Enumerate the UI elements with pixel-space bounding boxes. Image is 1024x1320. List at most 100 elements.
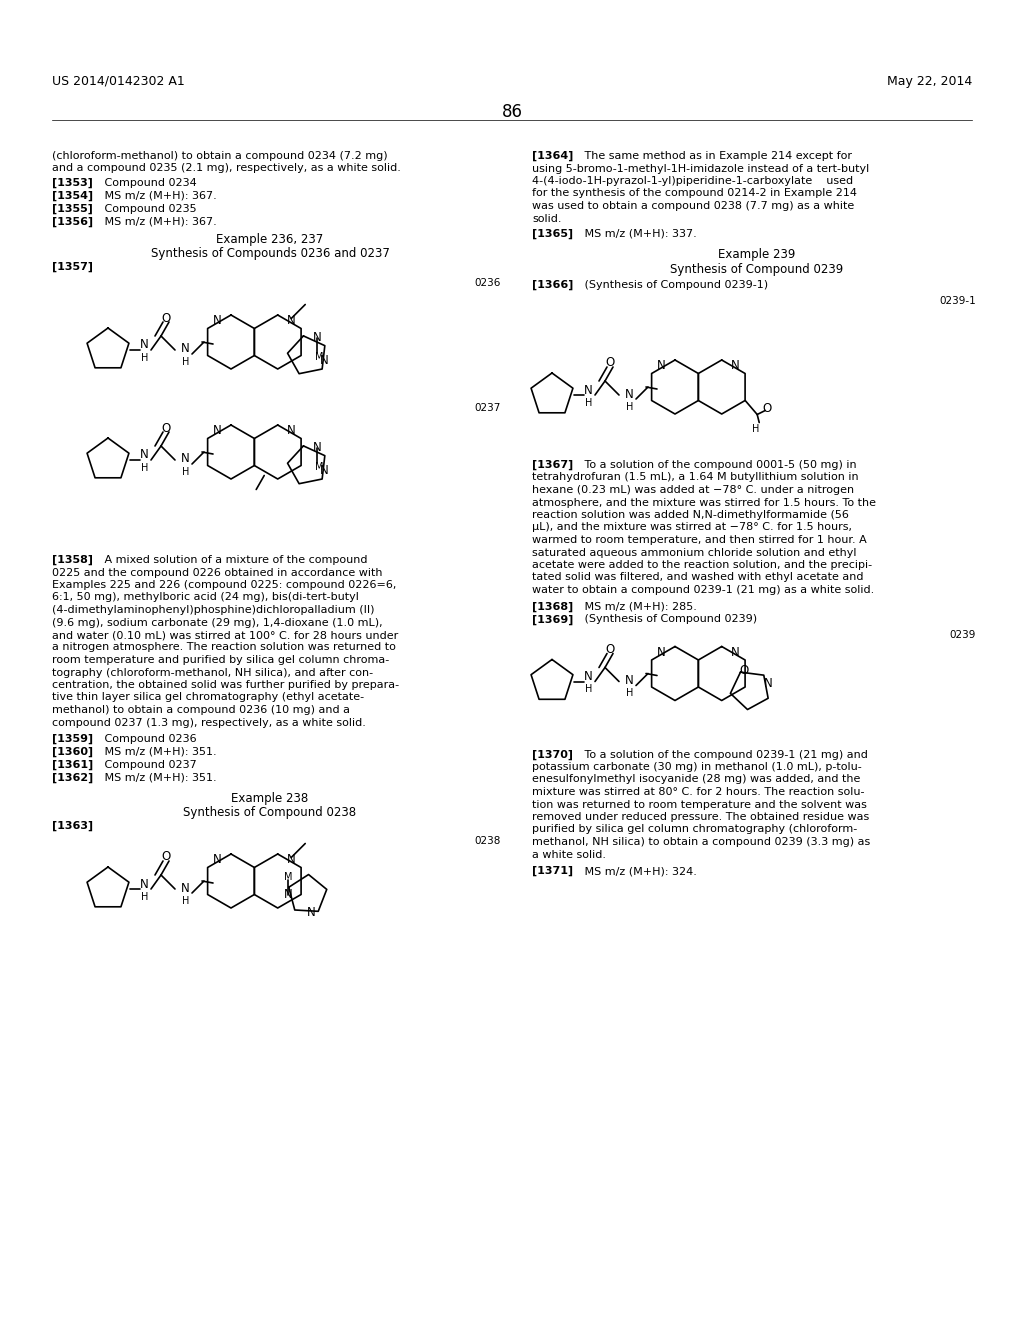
Text: for the synthesis of the compound 0214-2 in Example 214: for the synthesis of the compound 0214-2… (532, 189, 857, 198)
Text: Synthesis of Compounds 0236 and 0237: Synthesis of Compounds 0236 and 0237 (151, 247, 389, 260)
Text: purified by silica gel column chromatography (chloroform-: purified by silica gel column chromatogr… (532, 825, 857, 834)
Text: N: N (213, 424, 222, 437)
Text: H: H (182, 896, 189, 906)
Text: [1360]: [1360] (52, 747, 93, 758)
Text: N: N (764, 677, 772, 690)
Text: atmosphere, and the mixture was stirred for 1.5 hours. To the: atmosphere, and the mixture was stirred … (532, 498, 876, 507)
Text: N: N (657, 359, 666, 372)
Text: Compound 0235: Compound 0235 (94, 205, 197, 214)
Text: and water (0.10 mL) was stirred at 100° C. for 28 hours under: and water (0.10 mL) was stirred at 100° … (52, 630, 398, 640)
Text: H: H (141, 463, 148, 473)
Text: The same method as in Example 214 except for: The same method as in Example 214 except… (574, 150, 852, 161)
Text: 0225 and the compound 0226 obtained in accordance with: 0225 and the compound 0226 obtained in a… (52, 568, 383, 578)
Text: N: N (284, 888, 293, 902)
Text: [1354]: [1354] (52, 191, 93, 201)
Text: tated solid was filtered, and washed with ethyl acetate and: tated solid was filtered, and washed wit… (532, 573, 863, 582)
Text: 0236: 0236 (474, 279, 501, 288)
Text: water to obtain a compound 0239-1 (21 mg) as a white solid.: water to obtain a compound 0239-1 (21 mg… (532, 585, 874, 595)
Text: solid.: solid. (532, 214, 561, 223)
Text: H: H (586, 399, 593, 408)
Text: [1367]: [1367] (532, 459, 573, 470)
Text: MS m/z (M+H): 351.: MS m/z (M+H): 351. (94, 774, 217, 783)
Text: Examples 225 and 226 (compound 0225: compound 0226=6,: Examples 225 and 226 (compound 0225: com… (52, 579, 396, 590)
Text: N: N (213, 314, 222, 327)
Text: [1359]: [1359] (52, 734, 93, 744)
Text: using 5-bromo-1-methyl-1H-imidazole instead of a tert-butyl: using 5-bromo-1-methyl-1H-imidazole inst… (532, 164, 869, 173)
Text: removed under reduced pressure. The obtained residue was: removed under reduced pressure. The obta… (532, 812, 869, 822)
Text: O: O (162, 312, 171, 325)
Text: O: O (739, 664, 749, 677)
Text: [1356]: [1356] (52, 216, 93, 227)
Text: N: N (731, 645, 739, 659)
Text: N: N (321, 354, 329, 367)
Text: acetate were added to the reaction solution, and the precipi-: acetate were added to the reaction solut… (532, 560, 872, 570)
Text: N: N (584, 384, 593, 396)
Text: tography (chloroform-methanol, NH silica), and after con-: tography (chloroform-methanol, NH silica… (52, 668, 373, 677)
Text: [1362]: [1362] (52, 774, 93, 783)
Text: H: H (586, 685, 593, 694)
Text: [1353]: [1353] (52, 178, 93, 189)
Text: 0237: 0237 (474, 403, 501, 413)
Text: O: O (605, 643, 614, 656)
Text: N: N (181, 342, 189, 355)
Text: US 2014/0142302 A1: US 2014/0142302 A1 (52, 75, 184, 88)
Text: N: N (140, 338, 148, 351)
Text: [1370]: [1370] (532, 750, 573, 760)
Text: N: N (287, 853, 296, 866)
Text: MS m/z (M+H): 367.: MS m/z (M+H): 367. (94, 216, 217, 227)
Text: warmed to room temperature, and then stirred for 1 hour. A: warmed to room temperature, and then sti… (532, 535, 866, 545)
Text: (chloroform-methanol) to obtain a compound 0234 (7.2 mg): (chloroform-methanol) to obtain a compou… (52, 150, 388, 161)
Text: Synthesis of Compound 0239: Synthesis of Compound 0239 (671, 263, 844, 276)
Text: H: H (182, 356, 189, 367)
Text: [1358]: [1358] (52, 554, 93, 565)
Text: Compound 0234: Compound 0234 (94, 178, 197, 187)
Text: tive thin layer silica gel chromatography (ethyl acetate-: tive thin layer silica gel chromatograph… (52, 693, 365, 702)
Text: methanol) to obtain a compound 0236 (10 mg) and a: methanol) to obtain a compound 0236 (10 … (52, 705, 350, 715)
Text: 0238: 0238 (474, 836, 501, 846)
Text: [1363]: [1363] (52, 821, 93, 832)
Text: N: N (287, 314, 296, 327)
Text: May 22, 2014: May 22, 2014 (887, 75, 972, 88)
Text: (Synthesis of Compound 0239-1): (Synthesis of Compound 0239-1) (574, 280, 768, 290)
Text: N: N (181, 453, 189, 466)
Text: and a compound 0235 (2.1 mg), respectively, as a white solid.: and a compound 0235 (2.1 mg), respective… (52, 162, 400, 173)
Text: [1371]: [1371] (532, 866, 573, 876)
Text: N: N (213, 853, 222, 866)
Text: methanol, NH silica) to obtain a compound 0239 (3.3 mg) as: methanol, NH silica) to obtain a compoun… (532, 837, 870, 847)
Text: Compound 0237: Compound 0237 (94, 760, 197, 770)
Text: M: M (315, 352, 324, 363)
Text: To a solution of the compound 0239-1 (21 mg) and: To a solution of the compound 0239-1 (21… (574, 750, 868, 759)
Text: Example 238: Example 238 (231, 792, 308, 805)
Text: 4-(4-iodo-1H-pyrazol-1-yl)piperidine-1-carboxylate    used: 4-(4-iodo-1H-pyrazol-1-yl)piperidine-1-c… (532, 176, 853, 186)
Text: H: H (141, 892, 148, 902)
Text: O: O (162, 850, 171, 863)
Text: MS m/z (M+H): 351.: MS m/z (M+H): 351. (94, 747, 217, 756)
Text: MS m/z (M+H): 367.: MS m/z (M+H): 367. (94, 191, 217, 201)
Text: N: N (313, 331, 322, 345)
Text: N: N (321, 465, 329, 477)
Text: N: N (307, 906, 315, 919)
Text: H: H (627, 689, 634, 698)
Text: N: N (657, 645, 666, 659)
Text: M: M (284, 871, 293, 882)
Text: 0239-1: 0239-1 (939, 296, 976, 306)
Text: μL), and the mixture was stirred at −78° C. for 1.5 hours,: μL), and the mixture was stirred at −78°… (532, 523, 852, 532)
Text: O: O (162, 421, 171, 434)
Text: tetrahydrofuran (1.5 mL), a 1.64 M butyllithium solution in: tetrahydrofuran (1.5 mL), a 1.64 M butyl… (532, 473, 859, 483)
Text: [1368]: [1368] (532, 602, 573, 611)
Text: mixture was stirred at 80° C. for 2 hours. The reaction solu-: mixture was stirred at 80° C. for 2 hour… (532, 787, 864, 797)
Text: saturated aqueous ammonium chloride solution and ethyl: saturated aqueous ammonium chloride solu… (532, 548, 856, 557)
Text: [1366]: [1366] (532, 280, 573, 290)
Text: 86: 86 (502, 103, 522, 121)
Text: [1357]: [1357] (52, 261, 93, 272)
Text: H: H (182, 467, 189, 477)
Text: 6:1, 50 mg), methylboric acid (24 mg), bis(di-tert-butyl: 6:1, 50 mg), methylboric acid (24 mg), b… (52, 593, 358, 602)
Text: N: N (313, 441, 322, 454)
Text: 0239: 0239 (949, 630, 976, 639)
Text: Example 236, 237: Example 236, 237 (216, 234, 324, 246)
Text: a white solid.: a white solid. (532, 850, 606, 859)
Text: N: N (584, 671, 593, 682)
Text: N: N (287, 424, 296, 437)
Text: MS m/z (M+H): 337.: MS m/z (M+H): 337. (574, 228, 696, 239)
Text: compound 0237 (1.3 mg), respectively, as a white solid.: compound 0237 (1.3 mg), respectively, as… (52, 718, 366, 727)
